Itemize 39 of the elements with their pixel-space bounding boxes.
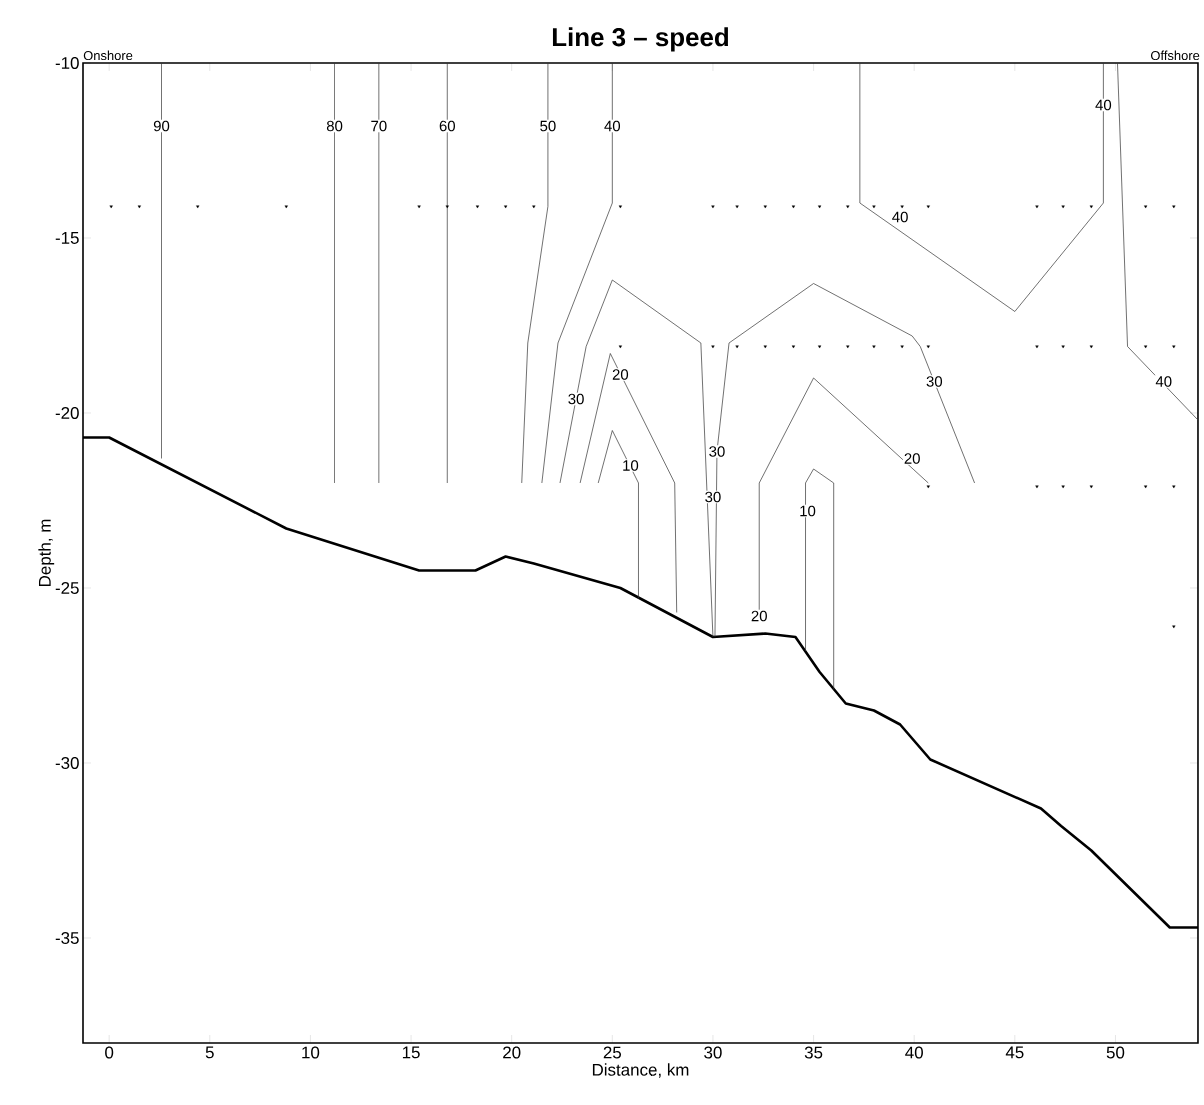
x-axis-title: Distance, km xyxy=(592,1063,689,1078)
y-tick-label: -20 xyxy=(55,406,79,419)
y-axis-title: Depth, m xyxy=(38,519,55,586)
text: Onshore xyxy=(83,50,133,61)
x-tick-label: 0 xyxy=(105,1046,114,1059)
annotation: 40 xyxy=(892,211,908,223)
chart-title: Line 3 – speed xyxy=(552,27,729,52)
annotation: 60 xyxy=(439,120,455,132)
annotation: 20 xyxy=(751,610,767,622)
x-tick-label: 45 xyxy=(1005,1046,1024,1059)
y-tick-label: -10 xyxy=(55,56,79,69)
annotation: 40 xyxy=(1095,99,1112,111)
annotation: 40 xyxy=(1155,376,1172,387)
x-tick-label: 20 xyxy=(503,1046,521,1059)
x-tick-label: 25 xyxy=(603,1046,622,1059)
x-tick-label: 15 xyxy=(402,1046,420,1059)
annotation: 30 xyxy=(705,491,721,503)
y-tick-label: -15 xyxy=(55,232,79,244)
annotation: 80 xyxy=(326,120,343,132)
x-tick-label: 35 xyxy=(804,1046,823,1059)
y-tick-label: -25 xyxy=(55,582,79,594)
x-tick-label: 50 xyxy=(1106,1046,1125,1059)
annotation: 90 xyxy=(153,120,170,132)
x-tick-label: 30 xyxy=(704,1046,722,1059)
y-tick-label: -30 xyxy=(55,757,79,769)
annotation: 50 xyxy=(540,120,556,132)
annotation: 20 xyxy=(904,453,920,464)
annotation: 10 xyxy=(623,460,639,471)
annotation: 40 xyxy=(604,120,621,132)
annotation: 30 xyxy=(926,376,943,387)
annotation: 20 xyxy=(612,369,629,380)
x-tick-label: 10 xyxy=(302,1046,320,1059)
y-tick-label: -35 xyxy=(55,932,79,944)
annotation: 30 xyxy=(568,393,584,405)
annotation: 70 xyxy=(371,120,387,132)
x-tick-label: 40 xyxy=(905,1046,923,1059)
text: Offshore xyxy=(1150,50,1200,61)
x-tick-label: 5 xyxy=(205,1046,214,1059)
annotation: 10 xyxy=(800,505,816,517)
